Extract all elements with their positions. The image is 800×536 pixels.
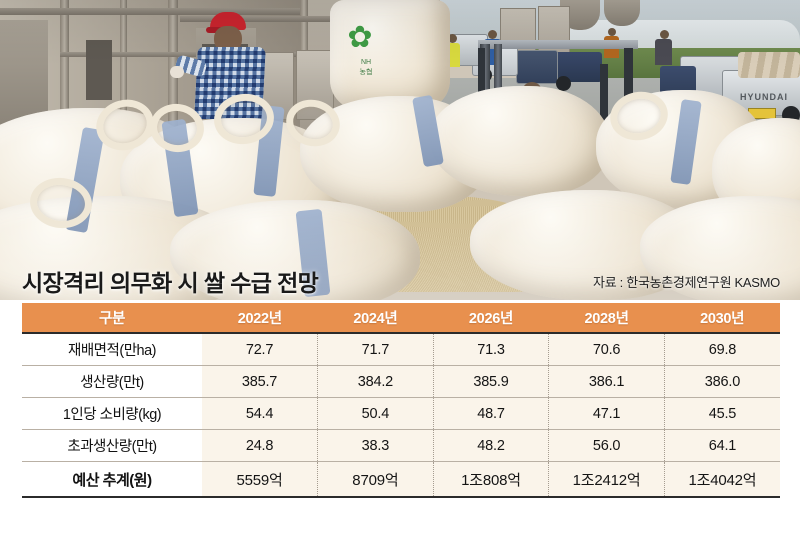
column-header-2030: 2030년 — [664, 303, 780, 333]
header-photograph: HYUNDAI ✿ NH — [0, 0, 800, 300]
cell-value: 384.2 — [317, 365, 434, 398]
forklift-post — [600, 64, 608, 144]
cell-value: 69.8 — [663, 333, 780, 366]
cell-value: 386.0 — [663, 365, 780, 398]
column-header-2022: 2022년 — [202, 303, 318, 333]
truck-brand-text: HYUNDAI — [740, 92, 789, 102]
cell-value: 70.6 — [548, 333, 665, 366]
cell-value: 48.2 — [432, 429, 549, 462]
rice-bag-large — [330, 0, 450, 110]
rice-bag — [430, 86, 610, 196]
cell-value: 45.5 — [663, 397, 780, 430]
cell-value: 50.4 — [317, 397, 434, 430]
row-label-budget-estimate: 예산 추계(원) — [22, 461, 202, 498]
truck-cargo-bags — [738, 52, 800, 78]
table-row: 생산량(만t) 385.7 384.2 385.9 386.1 386.0 — [22, 365, 780, 398]
cell-value: 1조808억 — [432, 461, 549, 498]
cell-value: 72.7 — [202, 333, 318, 366]
cell-value: 385.7 — [202, 365, 318, 398]
cell-value: 385.9 — [432, 365, 549, 398]
row-label-production: 생산량(만t) — [22, 365, 202, 398]
cell-value: 8709억 — [317, 461, 434, 498]
forecast-table-container: 구분 2022년 2024년 2026년 2028년 2030년 재배면적(만h… — [22, 303, 780, 498]
cell-value: 1조2412억 — [548, 461, 665, 498]
column-header-category: 구분 — [22, 303, 202, 333]
rice-supply-forecast-table: 구분 2022년 2024년 2026년 2028년 2030년 재배면적(만h… — [22, 303, 780, 498]
table-row: 재배면적(만ha) 72.7 71.7 71.3 70.6 69.8 — [22, 333, 780, 366]
pipe — [120, 0, 127, 150]
table-body: 재배면적(만ha) 72.7 71.7 71.3 70.6 69.8 생산량(만… — [22, 333, 780, 498]
person-head — [448, 34, 457, 43]
table-row: 1인당 소비량(kg) 54.4 50.4 48.7 47.1 45.5 — [22, 397, 780, 430]
cell-value: 64.1 — [663, 429, 780, 462]
column-header-2024: 2024년 — [317, 303, 434, 333]
table-header-row: 구분 2022년 2024년 2026년 2028년 2030년 — [22, 303, 780, 333]
cell-value: 38.3 — [317, 429, 434, 462]
person-head — [488, 30, 497, 39]
column-header-2026: 2026년 — [433, 303, 549, 333]
person-head — [608, 28, 616, 36]
beam — [60, 52, 310, 57]
bag-logo-icon: ✿ — [347, 20, 373, 55]
row-label-excess-production: 초과생산량(만t) — [22, 429, 202, 462]
person-head — [660, 30, 669, 39]
worker-hand — [170, 66, 184, 78]
worker-red-cap — [210, 12, 246, 30]
cell-value: 48.7 — [432, 397, 549, 430]
cell-value: 56.0 — [548, 429, 665, 462]
rice-bag — [640, 196, 800, 300]
source-attribution: 자료 : 한국농촌경제연구원 KASMO — [593, 275, 780, 290]
cell-value: 5559억 — [202, 461, 318, 498]
beam — [180, 16, 340, 22]
bag-logo-label-2: 농협 — [359, 69, 373, 76]
table-row: 예산 추계(원) 5559억 8709억 1조808억 1조2412억 1조40… — [22, 461, 780, 498]
hopper — [604, 0, 640, 26]
blue-truck-body — [516, 50, 558, 84]
rice-bag — [170, 200, 420, 300]
table-row: 초과생산량(만t) 24.8 38.3 48.2 56.0 64.1 — [22, 429, 780, 462]
cell-value: 1조4042억 — [663, 461, 780, 498]
cell-value: 54.4 — [202, 397, 318, 430]
page-title: 시장격리 의무화 시 쌀 수급 전망 — [22, 270, 319, 296]
cell-value: 71.7 — [317, 333, 434, 366]
forklift-post — [624, 48, 633, 144]
pipe — [60, 0, 69, 160]
forklift-canopy — [478, 40, 638, 49]
row-label-per-capita-consumption: 1인당 소비량(kg) — [22, 397, 202, 430]
beam — [0, 8, 300, 15]
machine-opening — [86, 40, 112, 100]
person-torso — [655, 39, 672, 65]
bag-logo-label: NH — [360, 59, 372, 66]
row-label-cultivated-area: 재배면적(만ha) — [22, 333, 202, 366]
cell-value: 71.3 — [432, 333, 549, 366]
truck-wheel — [556, 76, 571, 91]
table-header: 구분 2022년 2024년 2026년 2028년 2030년 — [22, 303, 780, 333]
column-header-2028: 2028년 — [548, 303, 665, 333]
pipe — [168, 0, 178, 170]
cell-value: 386.1 — [548, 365, 665, 398]
cell-value: 47.1 — [548, 397, 665, 430]
cell-value: 24.8 — [202, 429, 318, 462]
